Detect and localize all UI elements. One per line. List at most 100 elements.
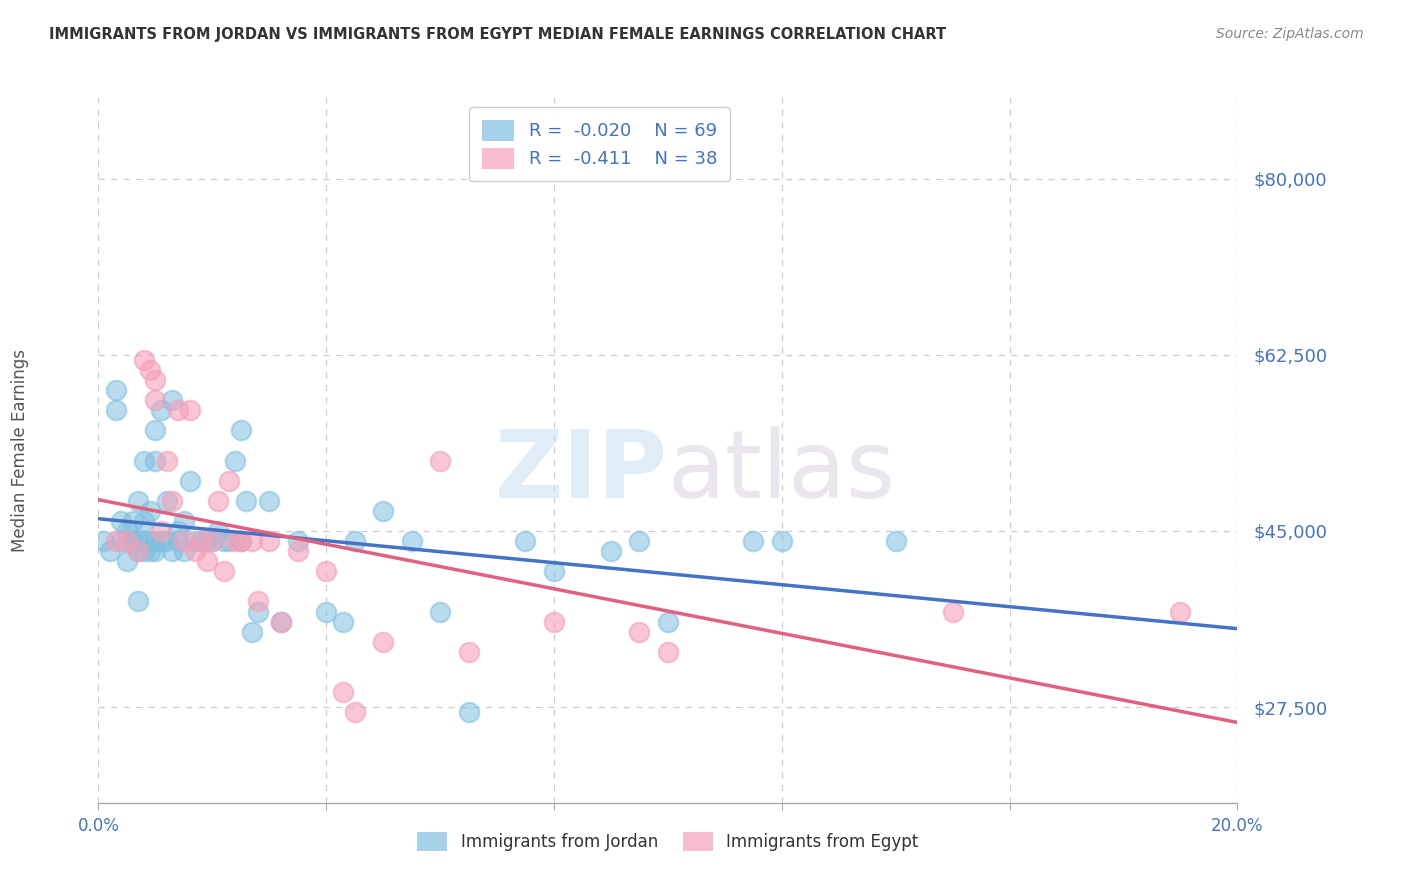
Point: [127, 534, 149, 549]
Point: [201, 534, 224, 549]
Text: atlas: atlas: [668, 425, 896, 517]
Text: IMMIGRANTS FROM JORDAN VS IMMIGRANTS FROM EGYPT MEDIAN FEMALE EARNINGS CORRELATI: IMMIGRANTS FROM JORDAN VS IMMIGRANTS FRO…: [49, 27, 946, 42]
Legend: Immigrants from Jordan, Immigrants from Egypt: Immigrants from Jordan, Immigrants from …: [411, 825, 925, 858]
Point: [145, 393, 167, 408]
Point: [287, 534, 309, 549]
Point: [127, 594, 149, 608]
Point: [600, 544, 623, 558]
Point: [162, 393, 184, 408]
Point: [270, 615, 292, 629]
Point: [121, 514, 143, 528]
Point: [115, 534, 138, 549]
Point: [270, 615, 292, 629]
Point: [224, 534, 246, 549]
Point: [240, 624, 263, 639]
Point: [110, 514, 132, 528]
Point: [104, 534, 127, 549]
Point: [235, 493, 257, 508]
Point: [138, 534, 160, 549]
Point: [150, 534, 173, 549]
Point: [207, 493, 229, 508]
Point: [315, 605, 337, 619]
Point: [115, 554, 138, 568]
Point: [457, 705, 479, 719]
Point: [173, 514, 195, 528]
Point: [121, 534, 143, 549]
Point: [132, 534, 155, 549]
Point: [201, 534, 224, 549]
Point: [167, 403, 190, 417]
Point: [167, 534, 190, 549]
Point: [229, 534, 252, 549]
Point: [104, 403, 127, 417]
Point: [138, 504, 160, 518]
Point: [104, 383, 127, 397]
Point: [287, 544, 309, 558]
Point: [770, 534, 793, 549]
Point: [93, 534, 115, 549]
Point: [240, 534, 263, 549]
Point: [162, 493, 184, 508]
Point: [156, 453, 179, 467]
Point: [150, 524, 173, 538]
Text: ZIP: ZIP: [495, 425, 668, 517]
Point: [332, 615, 354, 629]
Point: [246, 594, 269, 608]
Point: [218, 474, 240, 488]
Point: [132, 453, 155, 467]
Point: [127, 493, 149, 508]
Point: [207, 524, 229, 538]
Point: [212, 564, 235, 578]
Point: [156, 493, 179, 508]
Point: [145, 373, 167, 387]
Point: [229, 534, 252, 549]
Point: [628, 534, 651, 549]
Point: [246, 605, 269, 619]
Text: Source: ZipAtlas.com: Source: ZipAtlas.com: [1216, 27, 1364, 41]
Point: [373, 634, 395, 648]
Point: [742, 534, 765, 549]
Point: [628, 624, 651, 639]
Point: [343, 705, 366, 719]
Point: [224, 453, 246, 467]
Point: [145, 534, 167, 549]
Point: [543, 615, 565, 629]
Point: [132, 544, 155, 558]
Point: [145, 423, 167, 437]
Point: [190, 534, 212, 549]
Point: [429, 453, 451, 467]
Point: [156, 534, 179, 549]
Point: [162, 544, 184, 558]
Point: [145, 544, 167, 558]
Point: [184, 544, 207, 558]
Point: [98, 544, 121, 558]
Point: [190, 534, 212, 549]
Point: [343, 534, 366, 549]
Point: [138, 363, 160, 377]
Point: [657, 615, 679, 629]
Point: [195, 554, 218, 568]
Point: [332, 685, 354, 699]
Point: [401, 534, 423, 549]
Point: [121, 534, 143, 549]
Point: [942, 605, 965, 619]
Point: [457, 645, 479, 659]
Point: [150, 403, 173, 417]
Point: [543, 564, 565, 578]
Point: [127, 544, 149, 558]
Point: [195, 534, 218, 549]
Point: [1170, 605, 1192, 619]
Point: [184, 534, 207, 549]
Point: [132, 514, 155, 528]
Point: [218, 534, 240, 549]
Point: [115, 524, 138, 538]
Point: [167, 524, 190, 538]
Point: [429, 605, 451, 619]
Point: [884, 534, 907, 549]
Point: [115, 534, 138, 549]
Point: [179, 403, 201, 417]
Point: [315, 564, 337, 578]
Point: [259, 493, 281, 508]
Point: [229, 423, 252, 437]
Y-axis label: Median Female Earnings: Median Female Earnings: [11, 349, 30, 552]
